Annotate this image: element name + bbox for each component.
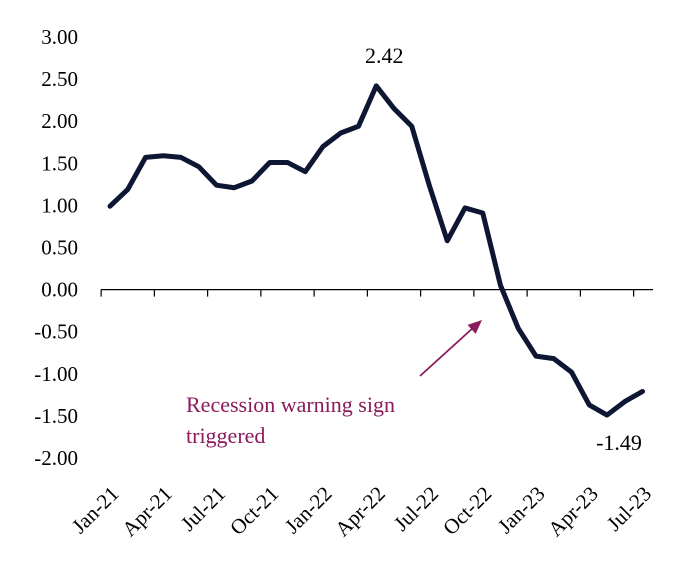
annotations: 2.42 -1.49 Recession warning sign trigge… bbox=[186, 43, 642, 455]
y-tick-label: 1.50 bbox=[41, 151, 78, 175]
warning-arrow bbox=[419, 326, 475, 377]
series-group bbox=[107, 83, 645, 418]
x-tick-label: Oct-21 bbox=[225, 482, 283, 540]
y-tick-label: 0.00 bbox=[41, 278, 78, 302]
y-tick-label: 2.00 bbox=[41, 109, 78, 133]
x-tick-label: Jul-23 bbox=[602, 482, 656, 536]
x-tick-label: Jan-22 bbox=[280, 482, 337, 539]
x-tick-label: Apr-23 bbox=[543, 482, 603, 542]
warning-arrowhead bbox=[467, 320, 482, 334]
y-tick-label: 3.00 bbox=[41, 25, 78, 49]
trough-value-label: -1.49 bbox=[596, 430, 642, 455]
x-tick-label: Oct-22 bbox=[438, 482, 496, 540]
y-tick-label: -1.50 bbox=[34, 404, 78, 428]
warning-note-line1: Recession warning sign bbox=[186, 392, 395, 417]
x-tick-label: Jan-23 bbox=[493, 482, 550, 539]
series-line bbox=[107, 83, 645, 418]
peak-value-label: 2.42 bbox=[365, 43, 404, 68]
x-tick-label: Apr-21 bbox=[117, 482, 177, 542]
x-tick-label: Jan-21 bbox=[67, 482, 124, 539]
y-tick-label: -0.50 bbox=[34, 320, 78, 344]
x-tick-label: Jul-21 bbox=[176, 482, 230, 536]
y-tick-label: 2.50 bbox=[41, 67, 78, 91]
y-axis-ticks: 3.00 2.50 2.00 1.50 1.00 0.50 0.00 -0.50 -1.00 -1… bbox=[34, 25, 78, 470]
x-tick-label: Jul-22 bbox=[389, 482, 443, 536]
y-tick-label: -1.00 bbox=[34, 362, 78, 386]
y-tick-label: -2.00 bbox=[34, 446, 78, 470]
warning-note-line2: triggered bbox=[186, 423, 265, 448]
x-tick-label: Apr-22 bbox=[330, 482, 390, 542]
y-tick-label: 0.50 bbox=[41, 236, 78, 260]
y-tick-label: 1.00 bbox=[41, 193, 78, 217]
